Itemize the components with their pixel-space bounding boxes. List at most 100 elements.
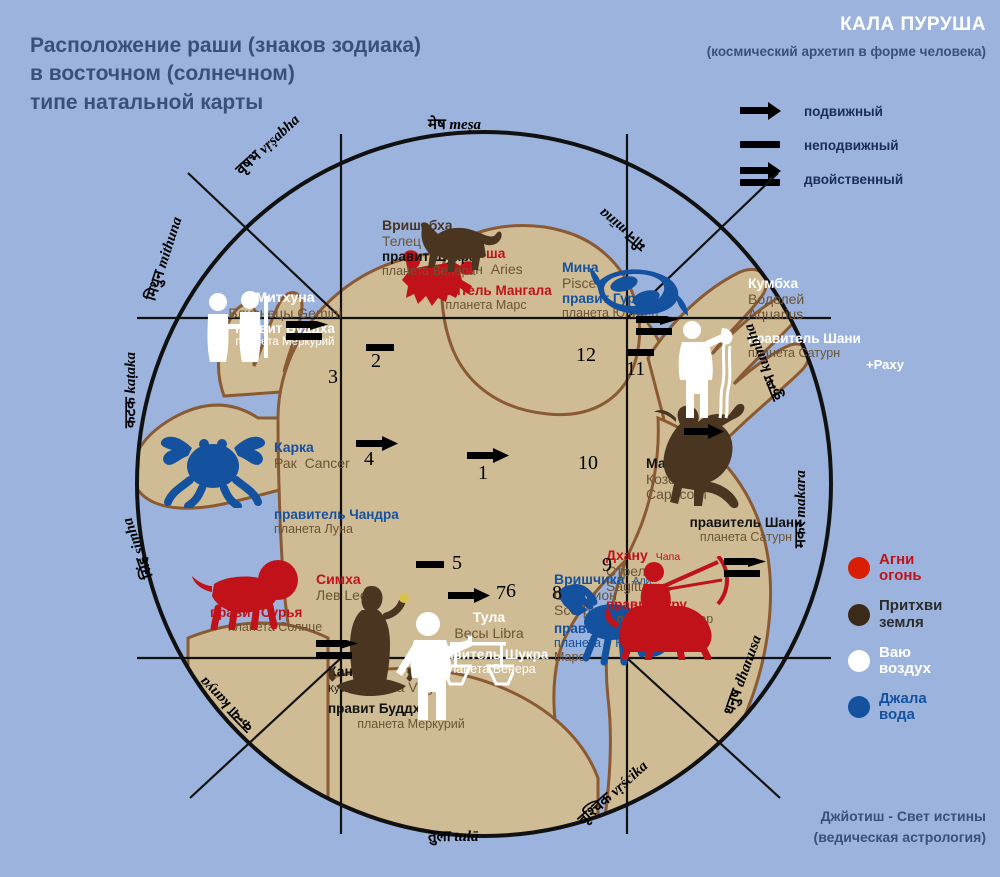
house-number-5: 5 xyxy=(452,552,462,574)
aquarius-waterbearer-icon xyxy=(678,321,733,419)
house-number-4: 4 xyxy=(364,448,374,470)
element-meaning-water: вода xyxy=(879,706,915,724)
footer-note: Джйотиш - Свет истины (ведическая астроло… xyxy=(813,808,986,845)
rim-label-kataka: कटक kaṭaka xyxy=(123,351,139,428)
rim-label-mesa: मेष meṣa xyxy=(428,117,482,133)
house-number-12: 12 xyxy=(576,344,596,366)
sign-alt-scorpio: Али xyxy=(632,575,652,587)
sign-sanskrit-libra: Тула xyxy=(472,609,506,625)
pisces-fish-icon xyxy=(590,268,688,316)
bar-arrow-icon xyxy=(740,162,792,192)
house-number-2: 2 xyxy=(371,350,381,372)
sign-latin-aquarius: Aquarius xyxy=(748,306,804,323)
legend-label-fixed: неподвижный xyxy=(804,137,899,153)
sign-ruler-aquarius: правитель Шани xyxy=(748,331,861,347)
house-number-8: 8 xyxy=(552,582,562,604)
sign-planet-aquarius: планета Сатурн xyxy=(748,346,841,361)
sign-alt-sagittarius: Чапа xyxy=(655,551,681,563)
quality-legend: подвижный неподвижный двойственный xyxy=(740,96,990,198)
sign-russian-leo: Лев xyxy=(316,586,341,603)
house-number-6: 6 xyxy=(506,580,516,602)
taurus-bull-icon xyxy=(420,222,502,272)
sign-block-libra: Тула Весы Libra правитель Шукра планета … xyxy=(384,609,594,720)
sign-planet2-scorpio: Марс xyxy=(554,650,585,665)
element-name-water: Джала xyxy=(879,690,927,708)
legend-row-movable: подвижный xyxy=(740,96,990,126)
sign-block-cancer: Карка Рак Cancer правитель Чандра планет… xyxy=(158,418,418,536)
legend-label-dual: двойственный xyxy=(804,171,904,187)
house-number-3: 3 xyxy=(328,366,338,388)
sign-block-sagittarius: Дхану Чапа Стрелец Sagittarius правит Гу… xyxy=(606,547,826,660)
aries-ram-icon xyxy=(402,250,475,306)
legend-row-dual: двойственный xyxy=(740,162,990,194)
air-dot-icon xyxy=(848,649,870,672)
earth-dot-icon xyxy=(848,603,870,626)
sign-russian-taurus: Телец xyxy=(382,232,422,249)
rim-label-tula: तुला tulā xyxy=(428,829,479,845)
fire-dot-icon xyxy=(848,557,870,580)
sign-planet-virgo: планета Меркурий xyxy=(357,716,465,731)
sign-block-aquarius: Кумбха Водолей Aquarius правитель Шани п… xyxy=(664,275,904,419)
sign-russian-aquarius: Водолей xyxy=(748,290,805,307)
element-name-earth: Притхви xyxy=(879,597,943,615)
element-row-fire: Агни огонь xyxy=(848,551,998,585)
capricorn-goat-icon xyxy=(654,403,745,509)
sign-planet-capricorn: планета Сатурн xyxy=(699,530,793,545)
sign-latin-gemini: Gemini xyxy=(297,304,342,321)
water-dot-icon xyxy=(848,696,870,719)
sign-block-virgo: Канйя Кумари Дева Virgo правит Буддха пл… xyxy=(328,586,558,731)
element-row-earth: Притхви земля xyxy=(848,598,998,630)
sign-russian-cancer: Рак xyxy=(274,454,297,471)
sign-block-gemini: Митхуна Близнецы Gemini правит Буддха пл… xyxy=(190,289,380,362)
house-number-11: 11 xyxy=(626,358,646,380)
sign-block-capricorn: Макара Козерог Capricorn правитель Шани … xyxy=(636,402,856,544)
element-name-air: Ваю xyxy=(879,643,911,661)
element-legend: Агни огонь Притхви земля Ваю воздух Джал… xyxy=(848,551,998,738)
leo-lion-icon xyxy=(192,560,298,630)
page-title: Расположение раши (знаков зодиака) в вост… xyxy=(30,34,422,114)
element-row-air: Ваю воздух xyxy=(848,643,998,677)
sign-latin-aries: Aries xyxy=(490,260,523,277)
house-number-9: 9 xyxy=(602,554,612,576)
house-number-1: 1 xyxy=(478,462,488,484)
sign-block-leo: Симха Лев Leo правит Сурья планета Солнц… xyxy=(190,558,430,634)
gemini-twins-icon xyxy=(207,291,268,362)
zodiac-circle xyxy=(135,130,833,838)
sign-sanskrit-taurus: Вришабха xyxy=(382,217,453,233)
house-number-7: 7 xyxy=(496,582,506,604)
element-row-water: Джала вода xyxy=(848,690,998,724)
sign-russian-libra: Весы xyxy=(454,624,489,641)
rim-label-makara: मकर makara xyxy=(793,470,809,548)
element-meaning-earth: земля xyxy=(879,613,924,631)
sign-planet-cancer: планета Луна xyxy=(274,522,353,537)
element-meaning-fire: огонь xyxy=(879,567,922,585)
sign-sanskrit-gemini: Митхуна xyxy=(255,289,315,305)
kala-purusha-subtitle: (космический архетип в форме человека) xyxy=(706,44,986,59)
kala-purusha-body xyxy=(137,224,810,836)
sign-ruler-virgo: правит Буддха xyxy=(328,701,428,717)
sagittarius-archer-icon xyxy=(606,556,729,660)
libra-scales-icon xyxy=(396,612,514,720)
sign-sanskrit-sagittarius: Дхану xyxy=(606,547,648,563)
sign-sanskrit-scorpio: Вришчика xyxy=(554,571,625,587)
legend-row-fixed: неподвижный xyxy=(740,130,990,160)
sign-block-taurus: Вришабха Телец Taurus правит Шукра плане… xyxy=(382,217,578,278)
house-number-10: 10 xyxy=(578,452,598,474)
sign-latin-libra: Libra xyxy=(492,624,524,641)
sign-sanskrit-leo: Симха xyxy=(316,571,361,587)
kala-purusha-title: КАЛА ПУРУША xyxy=(840,14,986,35)
sign-sanskrit-pisces: Мина xyxy=(562,259,599,275)
chart-graphics xyxy=(135,130,833,838)
sign-extra-aquarius: +Раху xyxy=(866,357,904,372)
legend-label-movable: подвижный xyxy=(804,103,883,119)
sign-latin-cancer: Cancer xyxy=(304,454,350,471)
bar-icon xyxy=(740,132,792,158)
sign-planet-aries: планета Марс xyxy=(445,298,527,313)
element-name-fire: Агни xyxy=(879,551,915,568)
sign-sanskrit-cancer: Карка xyxy=(274,439,314,455)
zodiac-chart: Меша Овен Aries правитель Мангала планет… xyxy=(120,112,904,860)
sign-ruler-capricorn: правитель Шани xyxy=(689,515,803,531)
arrow-icon xyxy=(740,98,792,124)
element-meaning-air: воздух xyxy=(879,659,932,677)
virgo-maiden-icon xyxy=(328,586,414,696)
